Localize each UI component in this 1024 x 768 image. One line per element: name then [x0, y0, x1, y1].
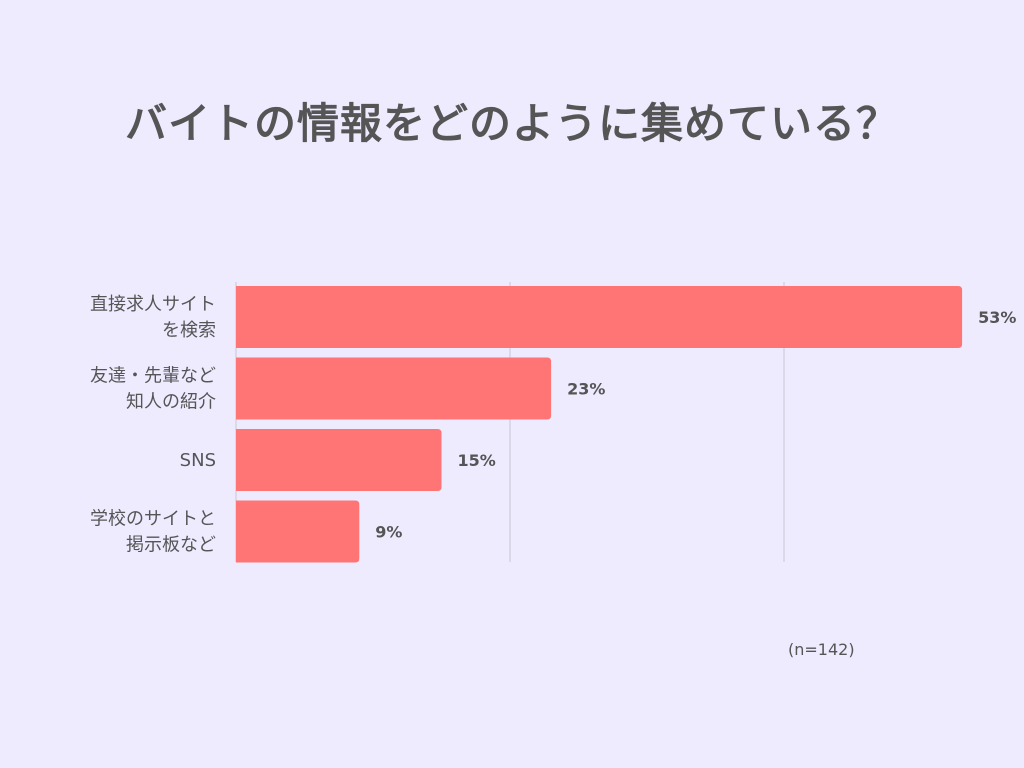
data-label: 23%: [567, 380, 605, 399]
bar: [236, 286, 963, 348]
data-label: 15%: [458, 451, 496, 470]
category-label: SNS: [180, 450, 216, 471]
category-label: 直接求人サイト: [90, 294, 216, 315]
category-label: 友達・先輩など: [90, 366, 216, 387]
category-label: を検索: [162, 320, 216, 341]
category-label: 知人の紹介: [126, 392, 216, 413]
chart-title: バイトの情報をどのように集めている？: [124, 99, 899, 148]
category-label: 学校のサイトと: [90, 509, 216, 530]
bar: [236, 500, 360, 563]
data-label: 53%: [978, 308, 1016, 327]
data-label: 9%: [375, 523, 402, 542]
bar: [236, 429, 442, 491]
category-label: 掲示板など: [126, 535, 216, 556]
bar: [236, 357, 552, 420]
sample-size-note: (n=142): [788, 640, 855, 659]
